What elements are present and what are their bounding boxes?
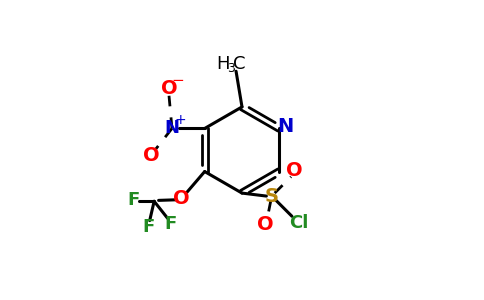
Text: F: F (142, 218, 154, 236)
Text: N: N (165, 119, 180, 137)
Text: S: S (265, 187, 279, 206)
Text: O: O (161, 79, 177, 98)
Text: O: O (257, 215, 274, 234)
Text: +: + (174, 113, 186, 128)
Text: F: F (165, 214, 177, 232)
Text: Cl: Cl (289, 214, 308, 232)
Text: 3: 3 (227, 62, 235, 75)
Text: O: O (143, 146, 160, 165)
Text: O: O (286, 161, 302, 180)
Text: −: − (171, 73, 184, 88)
Text: F: F (127, 191, 139, 209)
Text: O: O (173, 189, 189, 208)
Text: N: N (278, 118, 294, 136)
Text: C: C (233, 55, 245, 73)
Text: H: H (216, 55, 229, 73)
